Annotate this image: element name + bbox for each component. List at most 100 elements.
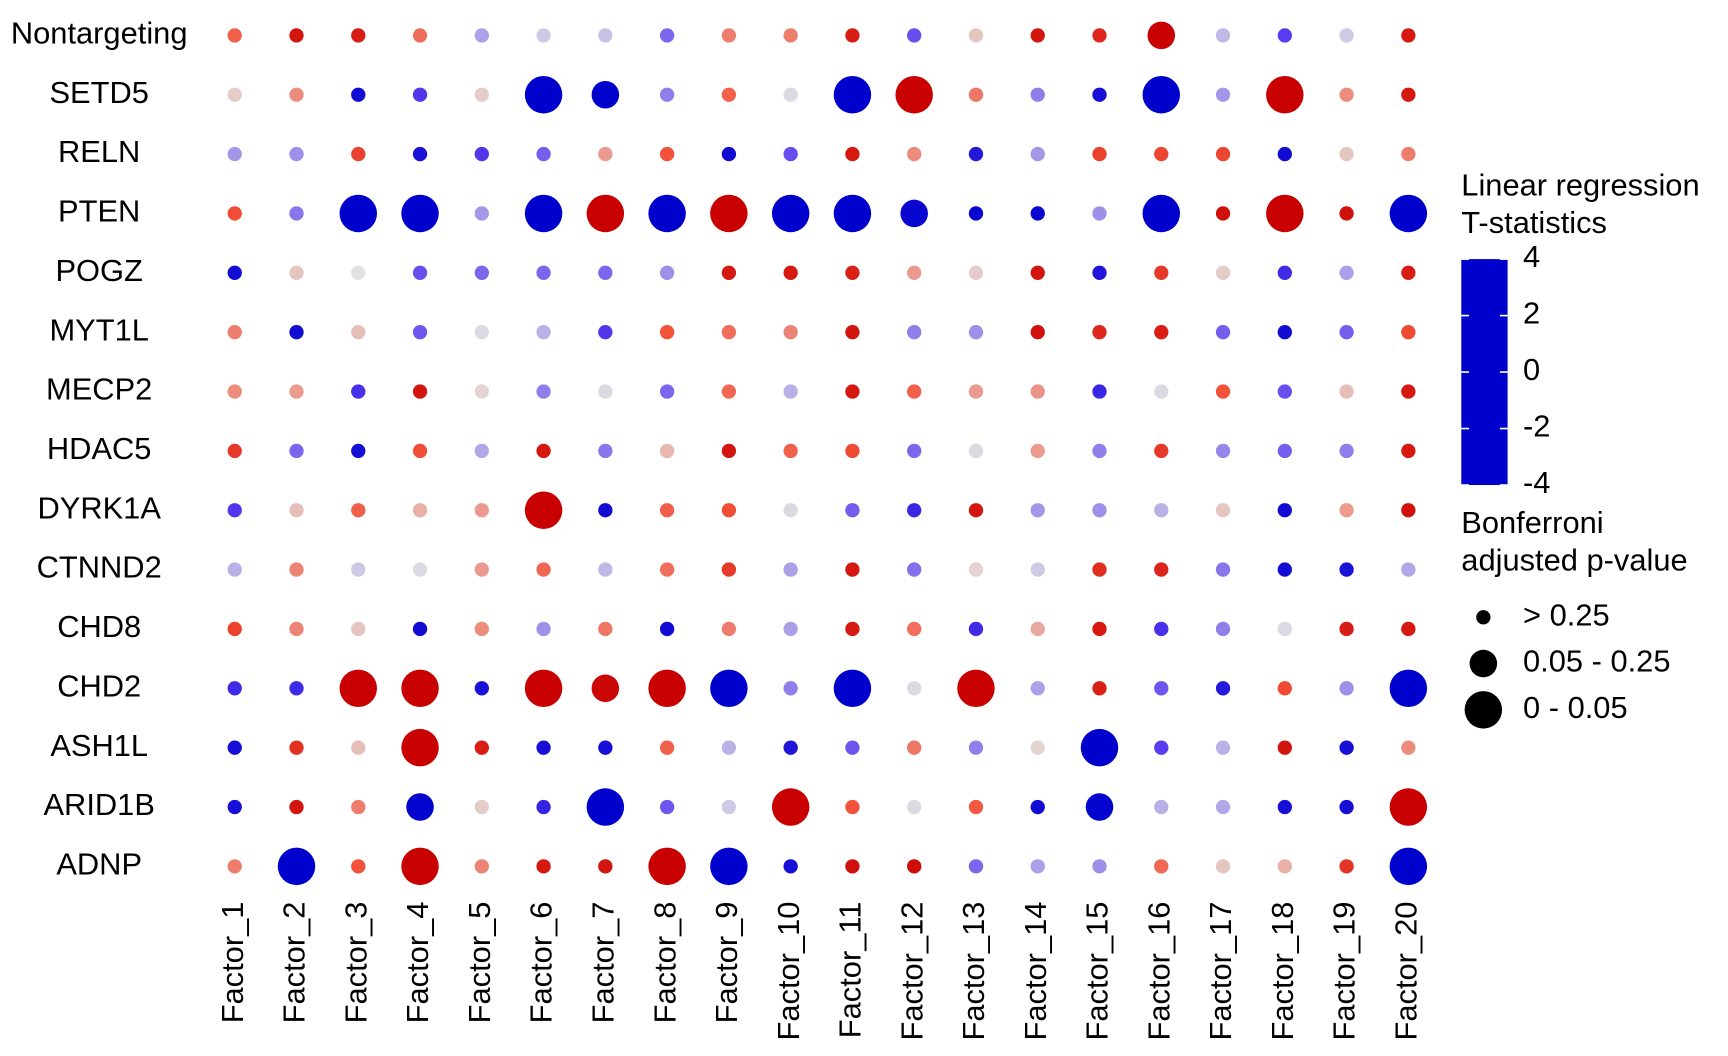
dot <box>907 265 922 280</box>
dot <box>907 146 922 162</box>
column-label: Factor_2 <box>277 902 312 1024</box>
dot <box>648 194 686 233</box>
dot <box>536 265 551 280</box>
colorbar-tick-label: 4 <box>1523 239 1540 274</box>
dot <box>845 799 860 815</box>
dot <box>1401 28 1416 43</box>
dot <box>1401 503 1416 518</box>
column-label: Factor_18 <box>1265 902 1300 1041</box>
row-label: MECP2 <box>46 372 152 407</box>
row-label: ARID1B <box>43 787 154 822</box>
dot <box>845 621 860 637</box>
dot <box>1339 562 1354 577</box>
column-label: Factor_12 <box>894 902 929 1041</box>
dot <box>474 146 489 162</box>
dot <box>1277 384 1292 399</box>
dot <box>1215 740 1231 755</box>
dot <box>1215 87 1231 102</box>
dot <box>474 28 489 43</box>
dot <box>351 799 366 815</box>
dot <box>289 562 304 577</box>
dot <box>659 87 675 102</box>
dot <box>474 621 489 637</box>
dot <box>598 265 613 280</box>
legend-dot <box>1476 610 1491 625</box>
dot <box>1339 799 1354 815</box>
dot <box>721 325 737 340</box>
dot <box>1154 799 1169 815</box>
dot <box>659 28 675 43</box>
dot <box>1030 443 1045 459</box>
dot <box>1277 503 1292 518</box>
dot <box>536 28 551 43</box>
dot <box>524 491 563 529</box>
dot <box>659 799 675 815</box>
dot <box>351 740 366 755</box>
dot <box>227 799 242 815</box>
dot <box>1154 562 1169 577</box>
column-label: Factor_1 <box>215 902 250 1024</box>
dot <box>968 325 984 340</box>
dot <box>900 199 928 228</box>
dot <box>1401 265 1416 280</box>
dot <box>1339 443 1354 459</box>
dot <box>1339 859 1354 874</box>
dot <box>412 503 428 518</box>
dot <box>277 847 316 886</box>
dot <box>1215 681 1231 696</box>
dot <box>895 76 933 114</box>
column-label: Factor_19 <box>1327 902 1362 1041</box>
dot <box>598 740 613 755</box>
dot <box>289 503 304 518</box>
dot <box>783 146 798 162</box>
dot <box>1080 728 1119 767</box>
row-label: Nontargeting <box>11 16 188 51</box>
dot <box>907 621 922 637</box>
dot <box>412 265 428 280</box>
dot <box>1277 28 1292 43</box>
dot <box>1030 740 1045 755</box>
dot <box>710 669 748 708</box>
dot <box>845 562 860 577</box>
dot <box>401 847 439 886</box>
row-label: RELN <box>58 134 140 169</box>
dot <box>1277 265 1292 280</box>
dot <box>968 146 984 162</box>
dot <box>1389 847 1428 886</box>
dot <box>1339 740 1354 755</box>
dot <box>968 265 984 280</box>
dot <box>1339 206 1354 221</box>
dot <box>1030 621 1045 637</box>
dot <box>845 28 860 43</box>
dot <box>721 443 737 459</box>
dot <box>648 847 686 886</box>
dot <box>1339 621 1354 637</box>
dot <box>1266 76 1304 114</box>
dot <box>721 146 737 162</box>
dot <box>406 793 434 821</box>
dot <box>412 146 428 162</box>
dot <box>1030 325 1045 340</box>
dot <box>845 443 860 459</box>
dot <box>1277 799 1292 815</box>
dot <box>339 669 378 708</box>
dot <box>721 799 737 815</box>
dot <box>968 87 984 102</box>
dot <box>412 621 428 637</box>
dot <box>783 28 798 43</box>
dot <box>968 740 984 755</box>
colorbar-tick-label: 0 <box>1523 352 1540 387</box>
dot <box>351 87 366 102</box>
dot <box>907 681 922 696</box>
dot <box>1389 669 1428 708</box>
dot <box>227 325 242 340</box>
dot <box>474 681 489 696</box>
dot <box>659 443 675 459</box>
dot <box>474 859 489 874</box>
dot <box>907 740 922 755</box>
dot <box>907 325 922 340</box>
dot <box>1215 621 1231 637</box>
legend-label: > 0.25 <box>1523 597 1610 632</box>
dot <box>1147 21 1176 50</box>
